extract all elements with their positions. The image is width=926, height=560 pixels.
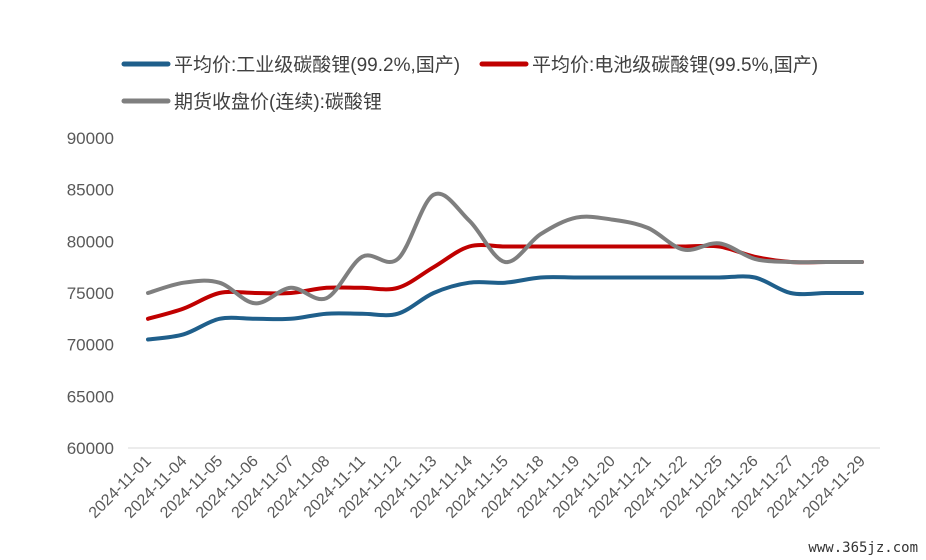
y-tick-label: 80000 xyxy=(67,232,114,251)
y-tick-label: 60000 xyxy=(67,439,114,458)
legend: 平均价:工业级碳酸锂(99.2%,国产) 平均价:电池级碳酸锂(99.5%,国产)… xyxy=(121,54,818,113)
series-line-futures-close xyxy=(146,191,864,306)
series-lines xyxy=(146,191,864,342)
y-axis: 60000 65000 70000 75000 80000 85000 90000 xyxy=(67,129,114,458)
legend-item-battery-grade-label: 平均价:电池级碳酸锂(99.5%,国产) xyxy=(532,54,818,76)
watermark-text: www.365jz.com xyxy=(808,540,918,556)
y-tick-label: 75000 xyxy=(67,284,114,303)
y-tick-label: 65000 xyxy=(67,387,114,406)
y-tick-label: 90000 xyxy=(67,129,114,148)
legend-item-industrial-grade-label: 平均价:工业级碳酸锂(99.2%,国产) xyxy=(174,54,460,76)
y-tick-label: 85000 xyxy=(67,181,114,200)
legend-item-futures-close-label: 期货收盘价(连续):碳酸锂 xyxy=(174,91,382,113)
y-tick-label: 70000 xyxy=(67,336,114,355)
x-axis: 2024-11-012024-11-042024-11-052024-11-06… xyxy=(86,447,880,522)
series-line-industrial-grade xyxy=(146,274,864,342)
